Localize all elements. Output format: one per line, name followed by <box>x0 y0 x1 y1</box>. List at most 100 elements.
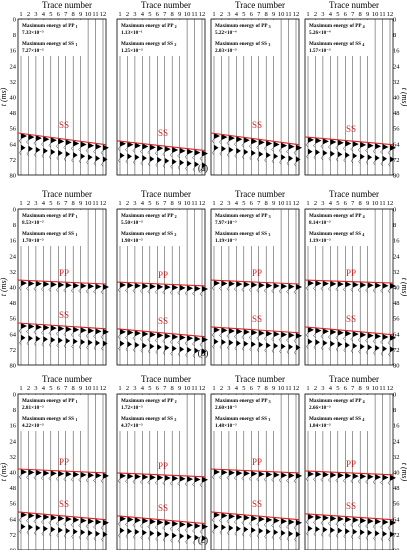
ss-event-secondary-wavelet <box>58 150 63 157</box>
ss-event-secondary-sidelobe <box>388 162 391 167</box>
ss-event-wavelet <box>172 333 179 340</box>
trace-number-label: 9 <box>79 200 82 207</box>
ss-event-sidelobe <box>327 144 331 150</box>
trace-number-label: 11 <box>285 200 291 207</box>
ss-event-secondary-wavelet <box>221 339 226 346</box>
trace-number-label: 11 <box>285 11 291 18</box>
energy-pp-subscript: 2 <box>175 214 177 219</box>
ss-event-secondary-wavelet <box>315 526 320 533</box>
ss-event-wavelet <box>80 141 87 148</box>
ss-event-secondary-sidelobe <box>212 344 215 349</box>
ss-event-sidelobe <box>192 155 195 160</box>
ss-event-wavelet <box>80 327 87 334</box>
ss-event-secondary-sidelobe <box>48 532 51 537</box>
trace-number-label: 3 <box>321 385 324 392</box>
ss-event-secondary-wavelet <box>127 153 132 160</box>
ss-event-wavelet <box>50 325 57 332</box>
ss-event-wavelet <box>120 328 126 335</box>
trace-number-label: 6 <box>344 385 348 392</box>
pp-wave-label: PP <box>346 459 356 469</box>
ss-event-secondary-wavelet <box>214 338 219 345</box>
energy-ss-label: Maximum energy of SS 3 <box>215 416 270 422</box>
ss-event-secondary-sidelobe <box>373 350 376 356</box>
y-tick-label-left: 72 <box>10 157 17 164</box>
trace-number-label: 12 <box>387 385 394 392</box>
trace-number-label: 1 <box>19 11 22 18</box>
ss-event-sidelobe <box>192 341 195 347</box>
ss-event-sidelobe <box>169 152 173 158</box>
ss-event-wavelet <box>243 329 250 336</box>
ss-event-secondary-sidelobe <box>26 341 29 346</box>
ss-event-secondary-sidelobe <box>350 158 353 163</box>
ss-event-secondary-sidelobe <box>192 540 195 545</box>
y-tick-label-right: 8 <box>393 222 396 229</box>
ss-event-sidelobe <box>278 148 282 153</box>
ss-event-secondary-sidelobe <box>56 343 59 348</box>
pp-event-wavelet <box>251 281 258 288</box>
ss-event-wavelet <box>337 139 344 146</box>
pp-pick-line <box>116 281 206 287</box>
ss-event-wavelet <box>103 328 109 335</box>
ss-event-sidelobe <box>233 334 237 339</box>
pp-event-sidelobe <box>184 481 188 487</box>
ss-event-secondary-wavelet <box>345 528 350 535</box>
ss-event-wavelet <box>390 334 396 341</box>
ss-event-secondary-wavelet <box>127 528 132 535</box>
ss-pick-line <box>304 513 394 521</box>
pp-event-wavelet <box>258 282 265 289</box>
ss-event-secondary-wavelet <box>251 527 256 534</box>
pp-event-wavelet <box>308 280 314 287</box>
trace-number-label: 10 <box>184 11 191 18</box>
ss-event-secondary-sidelobe <box>313 155 316 160</box>
ss-event-sidelobe <box>380 149 383 155</box>
pp-event-wavelet <box>266 471 273 478</box>
ss-event-wavelet <box>236 514 243 521</box>
pp-event-sidelobe <box>192 291 195 296</box>
y-tick-label-left: 0 <box>13 392 16 399</box>
ss-event-secondary-wavelet <box>21 523 26 530</box>
trace-number-label: 12 <box>199 385 206 392</box>
ss-event-wavelet <box>337 515 344 522</box>
ss-pick-line <box>210 132 300 146</box>
ss-event-secondary-wavelet <box>322 150 328 157</box>
energy-pp-subscript: 2 <box>175 399 177 404</box>
ss-event-secondary-sidelobe <box>306 154 309 159</box>
ss-event-wavelet <box>73 326 80 333</box>
trace-number-label: 6 <box>156 200 160 207</box>
ss-event-sidelobe <box>70 332 74 337</box>
ss-event-sidelobe <box>125 522 128 527</box>
pp-event-sidelobe <box>26 475 29 480</box>
ss-event-sidelobe <box>26 329 29 334</box>
trace-number-label: 4 <box>329 385 333 392</box>
ss-event-sidelobe <box>40 142 44 147</box>
ss-event-sidelobe <box>342 336 346 341</box>
trace-number-label: 4 <box>42 11 46 18</box>
pp-event-wavelet <box>194 476 201 483</box>
ss-event-wavelet <box>228 327 235 334</box>
ss-event-secondary-sidelobe <box>286 161 289 166</box>
energy-ss-label: Maximum energy of SS 3 <box>215 231 270 237</box>
ss-event-secondary-sidelobe <box>125 159 128 164</box>
ss-event-secondary-sidelobe <box>212 529 215 534</box>
y-tick-label-right: 72 <box>393 532 400 539</box>
ss-event-secondary-wavelet <box>382 345 388 352</box>
ss-event-secondary-wavelet <box>367 154 373 161</box>
ss-event-wavelet <box>330 329 337 336</box>
pp-event-sidelobe <box>219 286 222 291</box>
ss-event-sidelobe <box>33 329 37 335</box>
ss-event-secondary-sidelobe <box>71 158 74 163</box>
ss-event-sidelobe <box>380 525 383 530</box>
y-tick-label-left: 40 <box>10 95 17 102</box>
y-tick-label-left: 0 <box>13 17 16 24</box>
pp-event-sidelobe <box>184 291 188 296</box>
pp-event-wavelet <box>157 474 164 481</box>
ss-event-wavelet <box>202 523 208 530</box>
ss-event-secondary-wavelet <box>187 533 192 540</box>
ss-event-sidelobe <box>78 147 81 152</box>
pp-event-wavelet <box>179 284 186 291</box>
ss-event-secondary-wavelet <box>134 341 140 348</box>
ss-event-secondary-sidelobe <box>350 348 353 353</box>
energy-ss-value: 2.03×10⁻³ <box>215 48 237 54</box>
ss-event-wavelet <box>21 511 27 518</box>
energy-pp-value: 5.50×10⁻³ <box>121 220 143 226</box>
